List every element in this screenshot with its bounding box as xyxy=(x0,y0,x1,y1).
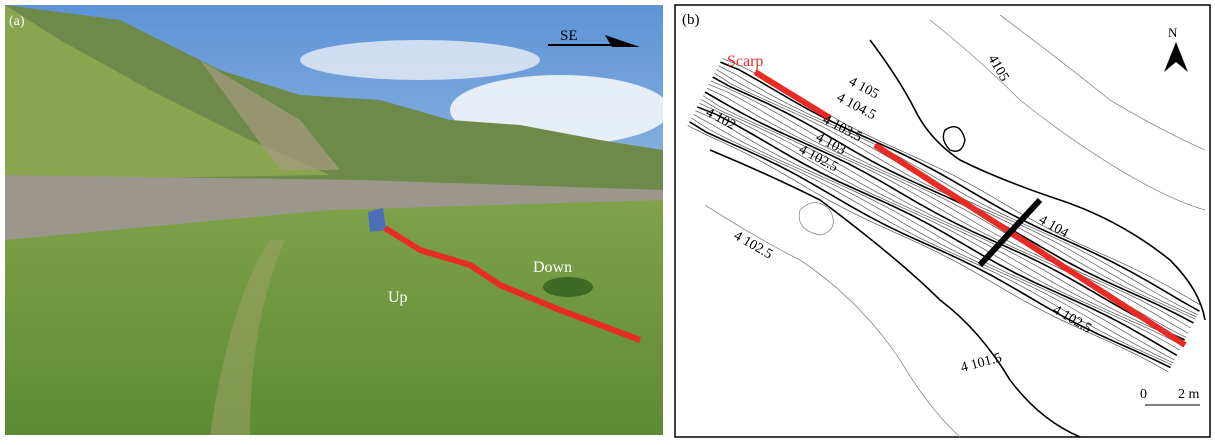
panel-label: (a) xyxy=(9,14,25,29)
north-label: N xyxy=(1168,25,1178,40)
direction-label: SE xyxy=(560,28,578,44)
scale-label: 0 xyxy=(1140,387,1147,402)
side-label: Down xyxy=(533,259,572,276)
panel-label: (b) xyxy=(682,12,700,28)
figure: (a) SE Up Down (b) N Scarp 4 105 4 104.5… xyxy=(0,0,1215,440)
side-label: Up xyxy=(388,289,408,306)
photo xyxy=(5,5,670,435)
scale-label: 2 m xyxy=(1178,387,1200,402)
scarp-label: Scarp xyxy=(727,53,763,70)
